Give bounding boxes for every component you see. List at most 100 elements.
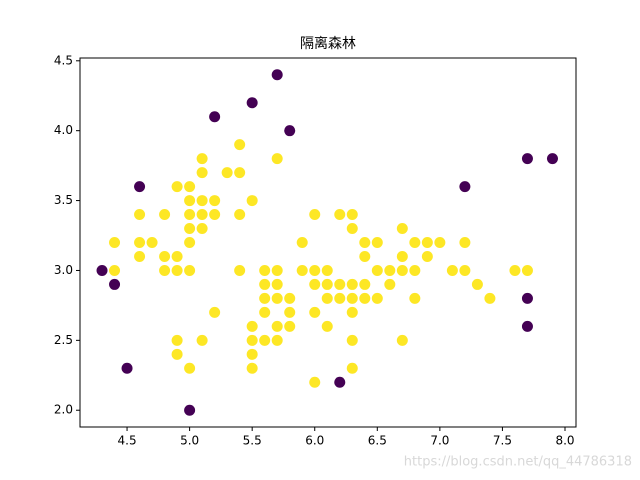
point xyxy=(484,292,496,304)
x-tick-label: 8.0 xyxy=(555,434,574,448)
point xyxy=(346,292,358,304)
point xyxy=(159,209,171,221)
point xyxy=(409,264,421,276)
point xyxy=(396,334,408,346)
point xyxy=(184,195,196,207)
point xyxy=(259,334,271,346)
point xyxy=(259,278,271,290)
point xyxy=(521,292,533,304)
point xyxy=(284,306,296,318)
point xyxy=(371,264,383,276)
point xyxy=(109,278,121,290)
point xyxy=(209,306,221,318)
point xyxy=(296,264,308,276)
point xyxy=(134,181,146,193)
y-tick-label: 3.0 xyxy=(54,263,73,277)
point xyxy=(459,264,471,276)
point xyxy=(521,264,533,276)
point xyxy=(159,264,171,276)
x-tick-label: 5.5 xyxy=(243,434,262,448)
point xyxy=(246,97,258,109)
point xyxy=(184,237,196,248)
point xyxy=(284,320,296,332)
point xyxy=(334,376,346,388)
point xyxy=(459,237,471,248)
point xyxy=(246,195,258,207)
x-tick-label: 7.0 xyxy=(430,434,449,448)
point xyxy=(321,320,333,332)
point xyxy=(359,292,371,304)
point xyxy=(234,167,246,179)
point xyxy=(159,250,171,262)
point xyxy=(271,153,283,165)
y-tick-label: 3.5 xyxy=(54,193,73,207)
point xyxy=(259,292,271,304)
point xyxy=(246,362,258,374)
point xyxy=(171,334,183,346)
x-tick-label: 6.5 xyxy=(368,434,387,448)
point xyxy=(459,181,471,193)
point xyxy=(396,223,408,235)
x-tick-label: 5.0 xyxy=(180,434,199,448)
point xyxy=(196,195,208,207)
point xyxy=(271,292,283,304)
x-tick-label: 4.5 xyxy=(118,434,137,448)
point xyxy=(184,362,196,374)
point xyxy=(309,264,321,276)
point xyxy=(146,237,158,248)
point xyxy=(184,404,196,416)
point xyxy=(209,195,221,207)
point xyxy=(234,264,246,276)
point xyxy=(134,209,146,221)
point xyxy=(171,264,183,276)
y-tick-label: 4.5 xyxy=(54,53,73,67)
point xyxy=(196,334,208,346)
point xyxy=(346,306,358,318)
point xyxy=(184,209,196,221)
point xyxy=(246,348,258,360)
point xyxy=(171,181,183,193)
point xyxy=(196,209,208,221)
point xyxy=(334,292,346,304)
point xyxy=(196,153,208,165)
point xyxy=(234,209,246,221)
point xyxy=(284,125,296,137)
y-tick-label: 4.0 xyxy=(54,123,73,137)
point xyxy=(521,153,533,165)
point xyxy=(246,320,258,332)
point xyxy=(296,237,308,248)
point xyxy=(271,69,283,81)
point xyxy=(446,264,458,276)
point xyxy=(309,278,321,290)
point xyxy=(359,237,371,248)
point xyxy=(309,306,321,318)
point xyxy=(396,264,408,276)
point xyxy=(96,264,108,276)
point xyxy=(271,278,283,290)
point xyxy=(346,278,358,290)
point xyxy=(309,376,321,388)
x-tick-label: 6.0 xyxy=(305,434,324,448)
point xyxy=(421,250,433,262)
point xyxy=(346,209,358,221)
point xyxy=(409,237,421,248)
point xyxy=(234,139,246,151)
point xyxy=(259,264,271,276)
point xyxy=(246,334,258,346)
point xyxy=(209,209,221,221)
point xyxy=(109,264,121,276)
point xyxy=(321,264,333,276)
chart-title: 隔离森林 xyxy=(300,35,356,52)
point xyxy=(184,181,196,193)
point xyxy=(321,278,333,290)
point xyxy=(284,292,296,304)
point xyxy=(271,320,283,332)
point xyxy=(184,264,196,276)
x-tick-label: 7.5 xyxy=(493,434,512,448)
point xyxy=(509,264,521,276)
point xyxy=(221,167,233,179)
point xyxy=(471,278,483,290)
point xyxy=(134,250,146,262)
point xyxy=(409,292,421,304)
